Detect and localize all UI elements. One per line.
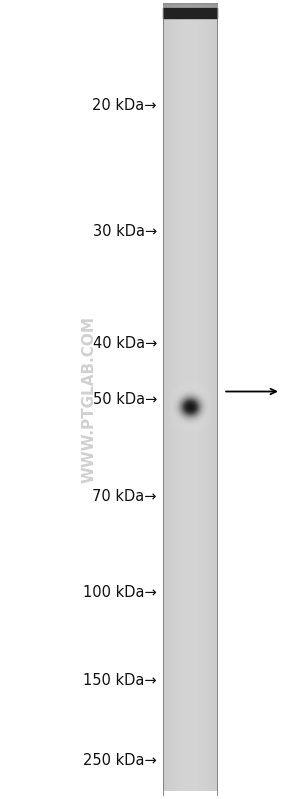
Text: 30 kDa→: 30 kDa→ [93, 225, 157, 239]
Text: 20 kDa→: 20 kDa→ [92, 98, 157, 113]
Text: 40 kDa→: 40 kDa→ [92, 336, 157, 351]
Text: 250 kDa→: 250 kDa→ [83, 753, 157, 768]
Text: 100 kDa→: 100 kDa→ [83, 586, 157, 600]
Text: WWW.PTGLAB.COM: WWW.PTGLAB.COM [82, 316, 97, 483]
Text: 70 kDa→: 70 kDa→ [92, 490, 157, 504]
Text: 50 kDa→: 50 kDa→ [92, 392, 157, 407]
Text: 150 kDa→: 150 kDa→ [83, 674, 157, 688]
